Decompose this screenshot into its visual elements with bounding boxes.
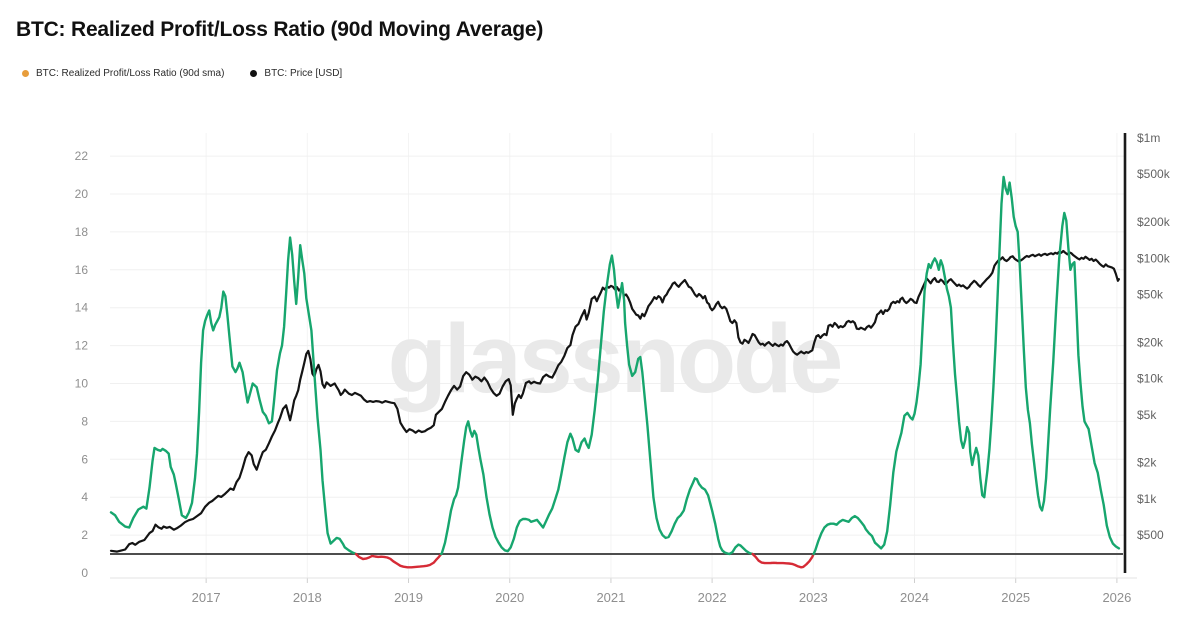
ratio-line-loss — [354, 552, 443, 569]
y-left-tick-label: 0 — [81, 566, 88, 580]
y-right-tick-label: $10k — [1137, 372, 1164, 386]
x-tick-label: 2020 — [495, 590, 524, 605]
legend-label-ratio: BTC: Realized Profit/Loss Ratio (90d sma… — [36, 68, 225, 79]
ratio-line-profit — [812, 175, 1121, 556]
ratio-line-profit — [440, 254, 754, 556]
ratio-line-loss — [751, 552, 815, 569]
y-right-tick-label: $1m — [1137, 131, 1160, 145]
legend-dot-price-icon — [250, 70, 258, 77]
x-tick-label: 2019 — [394, 590, 423, 605]
price-line — [109, 249, 1120, 553]
y-left-tick-label: 18 — [75, 225, 89, 239]
x-tick-label: 2025 — [1001, 590, 1030, 605]
page-title: BTC: Realized Profit/Loss Ratio (90d Mov… — [16, 18, 544, 41]
y-left-tick-label: 12 — [75, 339, 89, 353]
x-tick-label: 2018 — [293, 590, 322, 605]
y-right-tick-label: $2k — [1137, 456, 1157, 470]
y-left-tick-label: 10 — [75, 377, 89, 391]
legend-dot-ratio-icon — [22, 70, 29, 77]
y-right-tick-label: $500 — [1137, 528, 1164, 542]
y-left-tick-label: 14 — [75, 301, 89, 315]
x-tick-label: 2024 — [900, 590, 929, 605]
ratio-line-profit — [109, 236, 358, 556]
y-right-tick-label: $100k — [1137, 251, 1171, 265]
x-tick-label: 2026 — [1102, 590, 1131, 605]
y-left-tick-label: 8 — [81, 414, 88, 428]
y-left-tick-label: 20 — [75, 187, 89, 201]
y-right-tick-label: $5k — [1137, 408, 1157, 422]
y-right-tick-label: $500k — [1137, 167, 1171, 181]
y-left-tick-label: 2 — [81, 528, 88, 542]
y-left-tick-label: 6 — [81, 452, 88, 466]
x-tick-label: 2021 — [596, 590, 625, 605]
y-left-tick-label: 22 — [75, 149, 89, 163]
legend-item-price[interactable]: BTC: Price [USD] — [250, 68, 342, 79]
y-left-tick-label: 16 — [75, 263, 89, 277]
y-right-tick-label: $20k — [1137, 335, 1164, 349]
x-tick-label: 2022 — [698, 590, 727, 605]
chart-legend: BTC: Realized Profit/Loss Ratio (90d sma… — [22, 68, 342, 79]
y-right-tick-label: $1k — [1137, 492, 1157, 506]
y-right-tick-label: $200k — [1137, 215, 1171, 229]
x-tick-label: 2017 — [192, 590, 221, 605]
glassnode-watermark: glassnode — [388, 304, 841, 413]
legend-item-ratio[interactable]: BTC: Realized Profit/Loss Ratio (90d sma… — [22, 68, 224, 79]
y-left-tick-label: 4 — [81, 490, 88, 504]
legend-label-price: BTC: Price [USD] — [264, 68, 343, 79]
x-tick-label: 2023 — [799, 590, 828, 605]
y-right-tick-label: $50k — [1137, 288, 1164, 302]
